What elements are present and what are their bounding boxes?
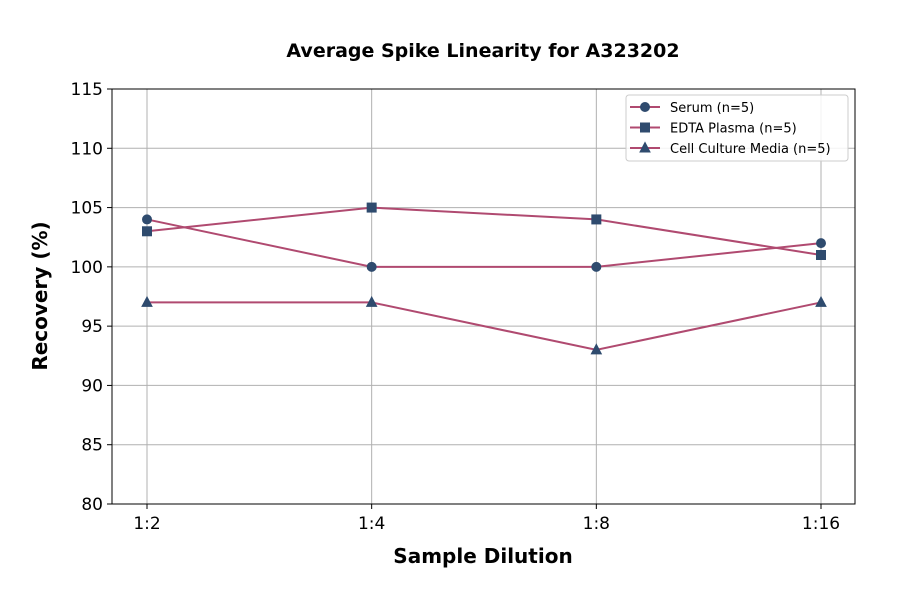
series-triangle (141, 295, 827, 355)
square-marker (640, 122, 650, 133)
x-tick-label: 1:4 (358, 514, 385, 534)
square-marker (366, 202, 377, 213)
series-line (147, 301, 822, 351)
x-tick-label: 1:2 (133, 514, 160, 534)
y-axis-label: Recovery (%) (28, 221, 52, 370)
triangle-marker (365, 295, 378, 307)
square-marker (591, 214, 602, 225)
circle-marker (366, 261, 377, 272)
legend-item: Serum (n=5) (630, 101, 754, 116)
triangle-marker (141, 295, 153, 307)
triangle-marker (590, 343, 603, 355)
circle-marker (142, 214, 152, 225)
circle-marker (816, 238, 826, 249)
triangle-marker (639, 141, 651, 153)
circle-marker (591, 261, 602, 272)
y-tick-label: 90 (81, 376, 103, 396)
y-tick-label: 80 (81, 495, 103, 515)
square-marker (142, 226, 152, 237)
y-tick-label: 85 (81, 436, 103, 456)
y-axis: 80 85 90 95 100 105 110 115 (71, 80, 112, 515)
series-square (142, 202, 826, 260)
y-tick-label: 100 (71, 258, 103, 278)
triangle-marker (815, 295, 827, 307)
x-axis: 1:2 1:4 1:8 1:16 (133, 504, 840, 534)
y-tick-label: 115 (71, 80, 103, 100)
x-axis-label: Sample Dilution (393, 544, 572, 568)
legend-label: Cell Culture Media (n=5) (670, 142, 831, 157)
square-marker (816, 250, 826, 260)
series-line (146, 206, 822, 256)
x-tick-label: 1:16 (802, 514, 840, 534)
legend-item: EDTA Plasma (n=5) (630, 122, 797, 137)
circle-marker (640, 102, 650, 112)
legend: Serum (n=5) EDTA Plasma (n=5) Cell Culture… (625, 94, 849, 162)
y-tick-label: 110 (71, 139, 103, 159)
y-tick-label: 95 (81, 317, 103, 337)
series-line (146, 218, 822, 268)
plot-frame (111, 88, 856, 505)
x-tick-label: 1:8 (583, 514, 610, 534)
y-tick-label: 105 (71, 199, 103, 219)
legend-box (625, 94, 849, 162)
legend-label: Serum (n=5) (670, 101, 754, 116)
series-circle (142, 214, 826, 272)
legend-label: EDTA Plasma (n=5) (670, 122, 797, 137)
series-layer (141, 202, 827, 355)
legend-item: Cell Culture Media (n=5) (630, 141, 831, 157)
chart-title: Average Spike Linearity for A323202 (286, 40, 679, 62)
